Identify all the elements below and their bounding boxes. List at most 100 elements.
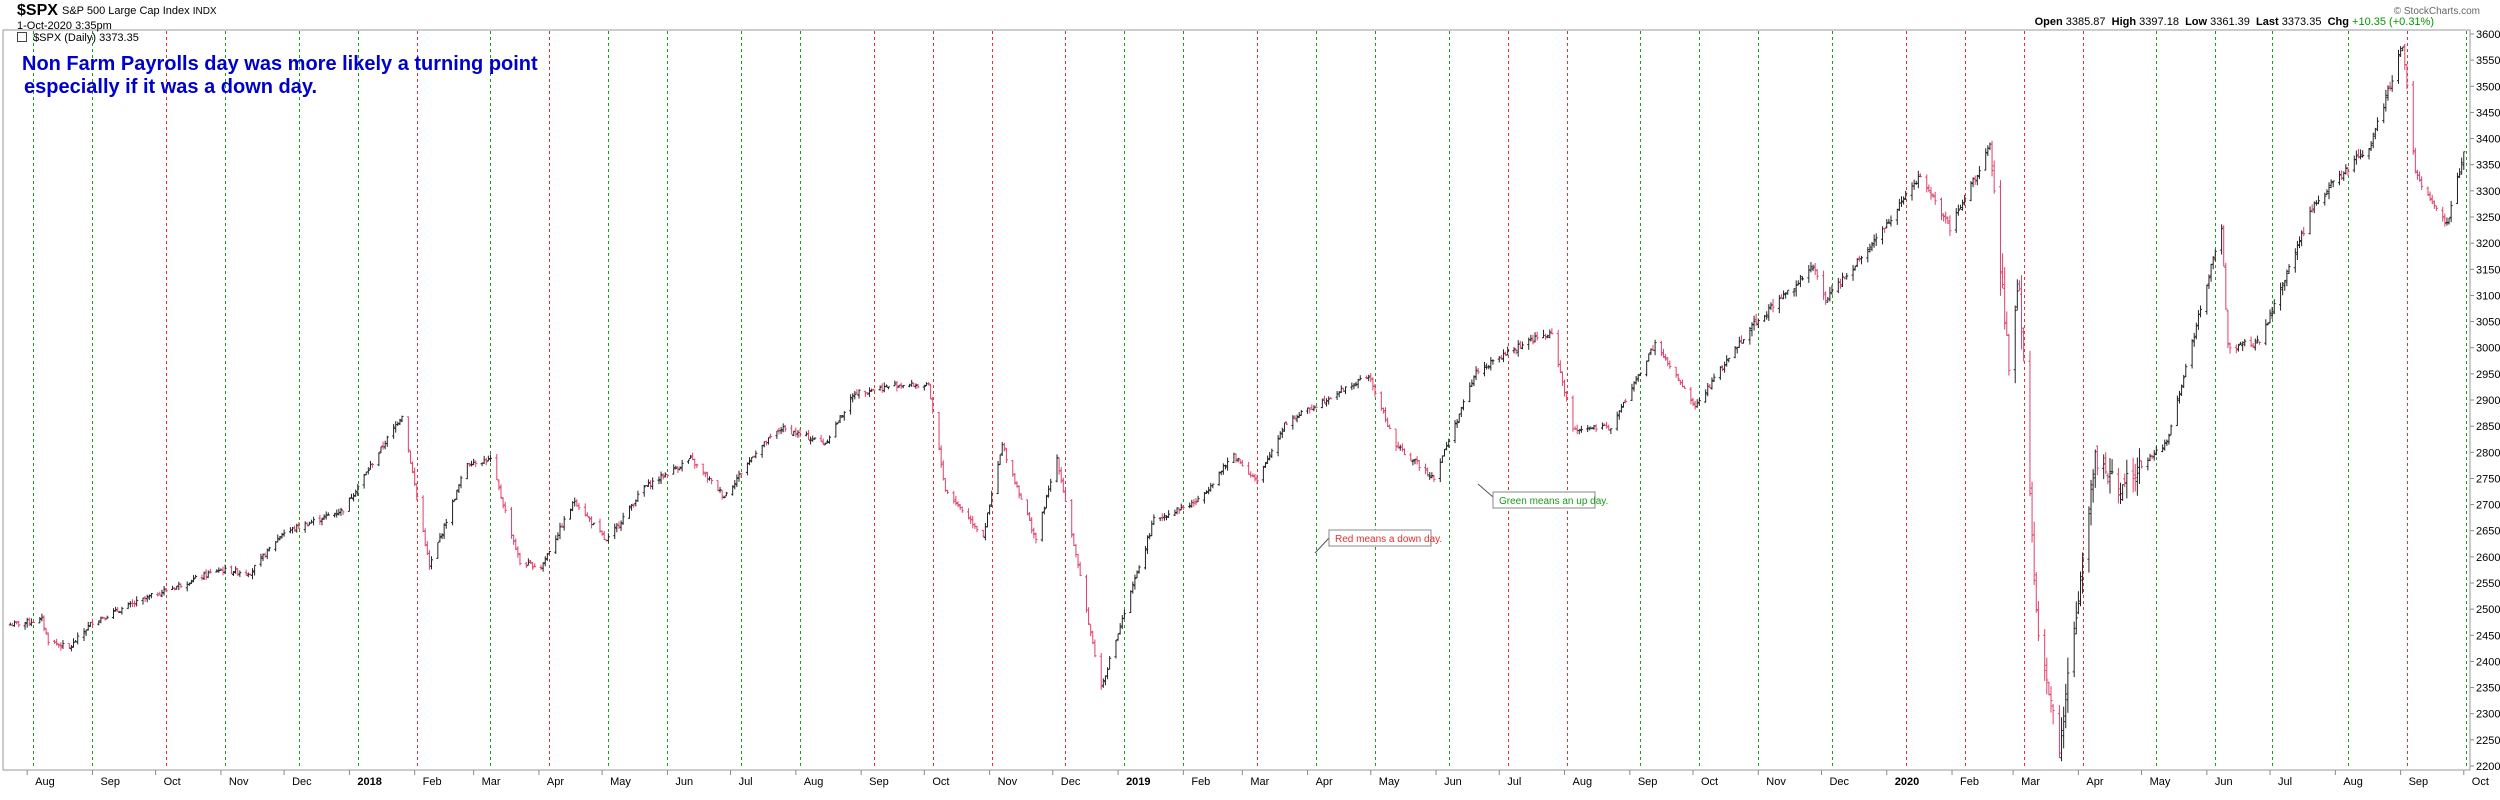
price-bar-down bbox=[2228, 342, 2232, 354]
price-bar-up bbox=[2180, 384, 2184, 397]
price-bar-down bbox=[208, 568, 212, 574]
price-bar-down bbox=[59, 642, 63, 651]
price-bar-up bbox=[99, 616, 103, 624]
price-bar-up bbox=[1609, 428, 1613, 434]
price-bar-up bbox=[1855, 258, 1859, 267]
price-bar-up bbox=[472, 458, 476, 466]
price-bar-up bbox=[1830, 285, 1834, 295]
price-bar-up bbox=[135, 596, 139, 607]
price-bar-up bbox=[1211, 483, 1215, 489]
price-bar-down bbox=[2051, 703, 2055, 725]
price-bar-down bbox=[1070, 499, 1074, 538]
price-bar-down bbox=[1998, 180, 2002, 296]
price-bar-up bbox=[1118, 623, 1122, 635]
price-bar-up bbox=[1108, 655, 1112, 670]
price-bar-up bbox=[2205, 284, 2209, 315]
price-bar-up bbox=[1546, 334, 1550, 339]
price-bar-up bbox=[2175, 395, 2179, 427]
price-bar-up bbox=[1885, 219, 1889, 229]
price-bar-up bbox=[38, 617, 42, 624]
price-bar-up bbox=[1756, 318, 1760, 329]
price-bar-up bbox=[838, 415, 842, 424]
price-bar-down bbox=[695, 463, 699, 469]
price-bar-up bbox=[1226, 457, 1230, 471]
price-bar-down bbox=[1063, 487, 1067, 502]
y-tick-label: 2250 bbox=[2476, 735, 2500, 747]
price-bar-up bbox=[651, 477, 655, 490]
red-note-callout: Red means a down day. bbox=[1314, 529, 1442, 554]
price-bar-up bbox=[1649, 348, 1653, 356]
price-bar-up bbox=[842, 411, 846, 421]
price-bar-down bbox=[1499, 355, 1503, 360]
price-bar-up bbox=[1859, 255, 1863, 265]
price-bar-up bbox=[1344, 386, 1348, 395]
price-bar-down bbox=[415, 483, 419, 501]
price-bar-up bbox=[2401, 46, 2405, 52]
price-bar-up bbox=[2243, 338, 2247, 347]
price-bar-down bbox=[116, 607, 120, 612]
price-bar-down bbox=[1329, 397, 1333, 400]
price-bar-up bbox=[1887, 218, 1891, 224]
price-bar-up bbox=[672, 464, 676, 475]
price-bar-up bbox=[1320, 398, 1324, 409]
price-bar-up bbox=[189, 579, 193, 584]
price-bar-up bbox=[1916, 170, 1920, 189]
headline-line-1: Non Farm Payrolls day was more likely a … bbox=[22, 53, 538, 75]
price-bar-up bbox=[2078, 571, 2082, 607]
price-bar-up bbox=[2182, 375, 2186, 388]
price-bar-down bbox=[2441, 206, 2445, 222]
price-bar-down bbox=[872, 388, 876, 391]
price-bar-up bbox=[194, 574, 198, 579]
price-bar-up bbox=[804, 431, 808, 437]
price-bar-down bbox=[499, 484, 503, 499]
price-bar-down bbox=[2224, 262, 2228, 310]
price-bar-up bbox=[1207, 486, 1211, 495]
price-bar-down bbox=[1061, 477, 1065, 493]
price-bar-up bbox=[1961, 199, 1965, 211]
price-bar-up bbox=[1413, 458, 1417, 465]
price-bars bbox=[8, 43, 2466, 762]
price-bar-down bbox=[1099, 653, 1103, 690]
price-bar-down bbox=[752, 455, 756, 458]
price-bar-down bbox=[2150, 454, 2154, 460]
price-bar-down bbox=[1683, 385, 1687, 389]
price-bar-down bbox=[865, 392, 869, 396]
price-bar-up bbox=[84, 629, 88, 636]
price-bar-up bbox=[1904, 190, 1908, 200]
price-bar-up bbox=[69, 645, 73, 652]
y-tick-label: 3350 bbox=[2476, 160, 2500, 172]
x-tick-label: Aug bbox=[35, 776, 55, 788]
price-bar-up bbox=[1152, 514, 1156, 526]
price-bar-down bbox=[1676, 373, 1680, 382]
x-tick-label: Sep bbox=[869, 776, 889, 788]
price-bar-down bbox=[1925, 174, 1929, 193]
price-bar-up bbox=[2064, 683, 2068, 729]
price-bar-up bbox=[145, 594, 149, 603]
price-bar-up bbox=[2367, 148, 2371, 160]
price-bar-down bbox=[1365, 375, 1369, 380]
price-bar-up bbox=[1874, 233, 1878, 246]
price-bar-down bbox=[1240, 459, 1244, 467]
price-bar-down bbox=[617, 521, 621, 529]
price-bar-down bbox=[2116, 467, 2120, 504]
price-bar-up bbox=[781, 423, 785, 433]
price-bar-up bbox=[630, 503, 634, 511]
price-bar-down bbox=[769, 433, 773, 439]
price-bar-up bbox=[2013, 305, 2017, 384]
price-bar-down bbox=[1194, 497, 1198, 506]
price-bar-up bbox=[1358, 375, 1362, 381]
price-bar-down bbox=[1396, 441, 1400, 449]
price-bar-up bbox=[689, 455, 693, 460]
price-bar-down bbox=[1990, 140, 1994, 177]
price-bar-up bbox=[613, 523, 617, 540]
price-bar-up bbox=[2354, 150, 2358, 165]
price-bar-down bbox=[954, 495, 958, 506]
price-bar-up bbox=[1710, 377, 1714, 390]
price-bar-down bbox=[2104, 452, 2108, 475]
price-bar-up bbox=[1971, 177, 1975, 188]
price-bar-up bbox=[1453, 420, 1457, 444]
x-tick-label: Apr bbox=[547, 776, 564, 788]
x-tick-label: Feb bbox=[1960, 776, 1979, 788]
price-bar-down bbox=[587, 516, 591, 522]
price-bar-down bbox=[2106, 472, 2110, 485]
